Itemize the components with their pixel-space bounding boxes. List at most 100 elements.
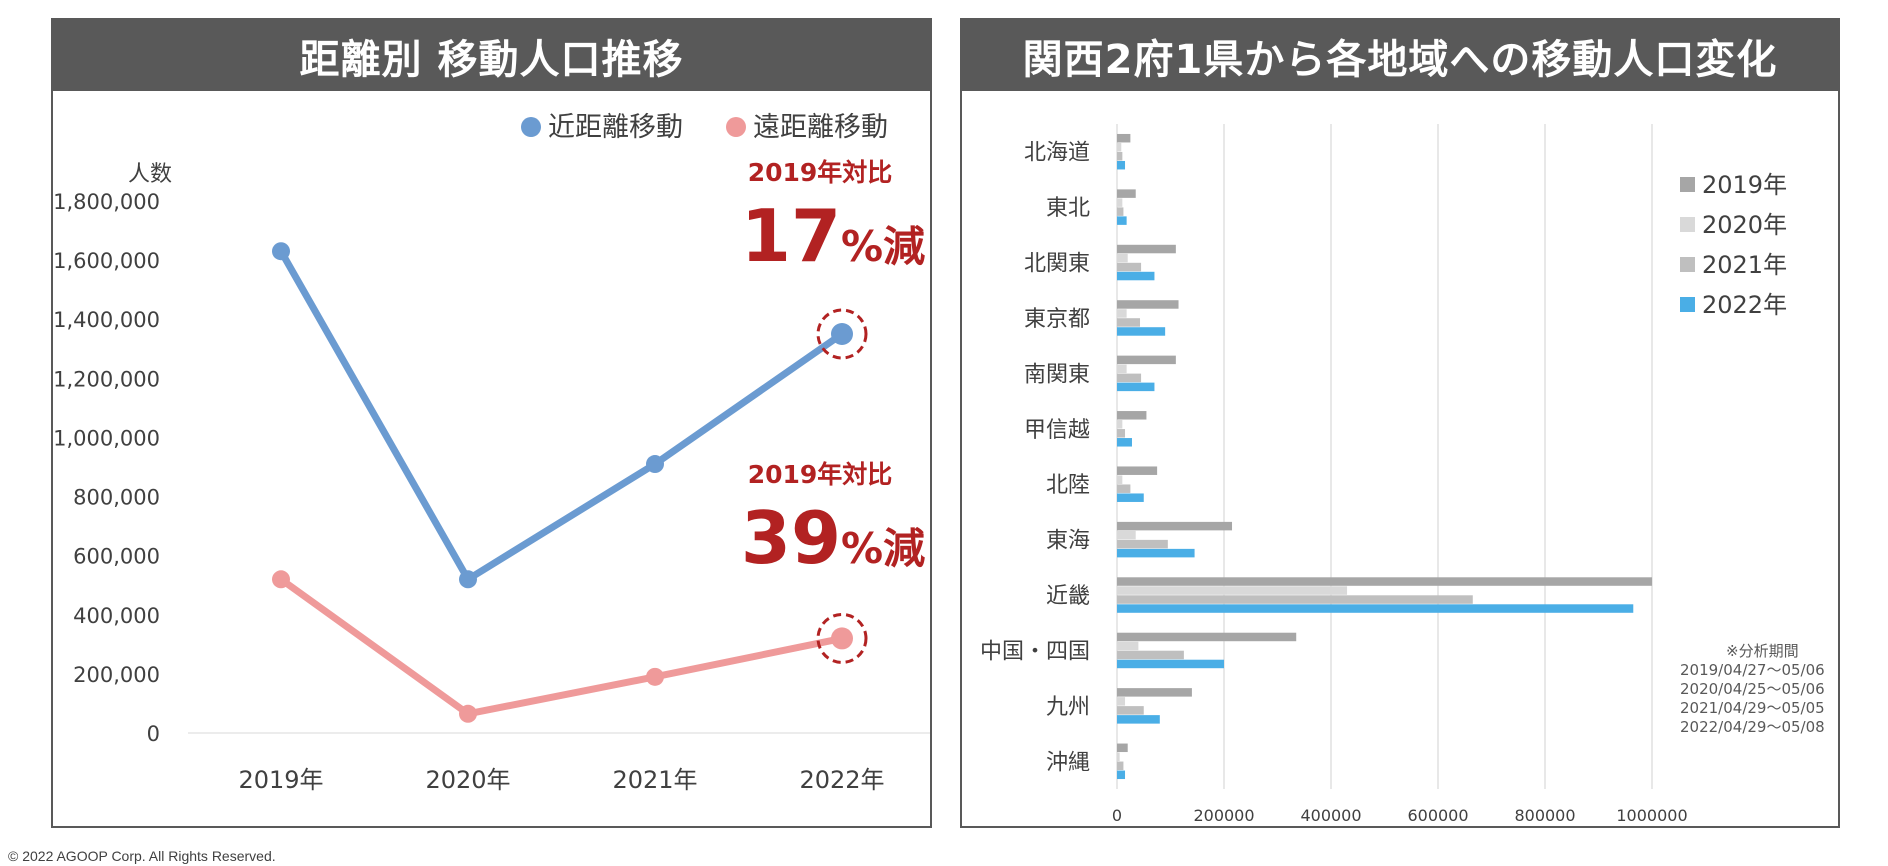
bar-2020年 <box>1117 530 1136 540</box>
bar-2019年 <box>1117 355 1176 365</box>
annotation-label: 2019年対比 <box>748 158 893 187</box>
legend-label: 2021年 <box>1702 251 1787 279</box>
x-tick-label: 400000 <box>1300 806 1361 825</box>
copyright-text: © 2022 AGOOP Corp. All Rights Reserved. <box>8 848 276 864</box>
annotation-label: 2019年対比 <box>748 460 893 489</box>
x-tick-label: 2020年 <box>425 766 510 794</box>
line-chart-title: 距離別 移動人口推移 <box>53 20 930 91</box>
bar-2020年 <box>1117 142 1122 152</box>
annotation-suffix: %減 <box>841 222 925 271</box>
category-label: 北陸 <box>1046 473 1090 498</box>
x-tick-label: 800000 <box>1514 806 1575 825</box>
bar-2020年 <box>1117 586 1348 595</box>
y-tick-label: 1,400,000 <box>53 308 160 332</box>
highlight-circle <box>816 308 868 360</box>
series-line-near <box>277 247 846 583</box>
bar-2020年 <box>1117 364 1127 374</box>
annotation-percent: 39 <box>741 496 841 580</box>
bar-2022年 <box>1117 271 1155 281</box>
annotation-value: 39%減 <box>741 496 925 580</box>
bar-2019年 <box>1117 632 1297 642</box>
bar-2020年 <box>1117 253 1128 263</box>
highlight-circle <box>816 612 868 664</box>
bar-2020年 <box>1117 198 1123 207</box>
category-label: 甲信越 <box>1024 418 1090 443</box>
bar-2020年 <box>1117 752 1120 762</box>
category-label: 中国・四国 <box>980 639 1090 664</box>
category-label: 南関東 <box>1024 362 1090 387</box>
bar-2022年 <box>1117 438 1132 447</box>
bar-2021年 <box>1117 262 1142 272</box>
x-tick-label: 1000000 <box>1616 806 1687 825</box>
legend-label: 2022年 <box>1702 291 1787 319</box>
legend-swatch <box>1680 297 1695 312</box>
bar-2019年 <box>1117 244 1176 254</box>
category-label: 北海道 <box>1024 141 1090 166</box>
analysis-period-line: 2020/04/25～05/06 <box>1680 680 1825 698</box>
line-chart-panel: 距離別 移動人口推移 人数 0 200,000 400,000 600,000 800,0… <box>51 18 932 828</box>
bar-2021年 <box>1117 207 1124 216</box>
category-label: 東京都 <box>1024 307 1090 332</box>
bar-2020年 <box>1117 475 1123 484</box>
bar-2020年 <box>1117 309 1127 318</box>
x-tick-label: 2022年 <box>799 766 884 794</box>
x-tick-label: 2021年 <box>612 766 697 794</box>
data-point-near <box>459 570 477 589</box>
y-tick-label: 1,600,000 <box>53 249 160 273</box>
bar-2020年 <box>1117 420 1123 429</box>
y-tick-label: 1,200,000 <box>53 367 160 391</box>
data-point-far <box>459 704 477 723</box>
bar-2022年 <box>1117 493 1144 502</box>
data-point-far <box>831 627 853 650</box>
legend-label-far: 遠距離移動 <box>753 112 888 143</box>
category-label: 東北 <box>1046 196 1090 221</box>
x-tick-label: 200000 <box>1193 806 1254 825</box>
bar-chart-panel: 関西2府1県から各地域への移動人口変化 0 200000 400000 600000 8… <box>960 18 1840 828</box>
annotation-suffix: %減 <box>841 524 925 573</box>
bar-2019年 <box>1117 521 1233 531</box>
bar-2022年 <box>1117 160 1126 170</box>
series-line-far <box>277 575 846 718</box>
bar-2021年 <box>1117 539 1168 549</box>
legend-marker-far <box>726 117 746 137</box>
y-tick-label: 0 <box>147 722 160 746</box>
annotation-percent: 17 <box>741 194 841 278</box>
legend-label-near: 近距離移動 <box>548 112 683 143</box>
bar-2021年 <box>1117 595 1473 604</box>
bar-2021年 <box>1117 484 1131 493</box>
bar-2020年 <box>1117 697 1126 706</box>
legend-label: 2019年 <box>1702 171 1787 199</box>
annotation-value: 17%減 <box>741 194 925 278</box>
bar-2022年 <box>1117 770 1126 780</box>
category-label: 沖縄 <box>1046 750 1090 775</box>
bar-2022年 <box>1117 216 1127 225</box>
legend-marker-near <box>521 117 541 137</box>
bar-2019年 <box>1117 688 1192 697</box>
analysis-period-title: ※分析期間 <box>1726 642 1799 660</box>
analysis-period-line: 2021/04/29～05/05 <box>1680 699 1825 717</box>
legend-swatch <box>1680 257 1695 272</box>
bar-2019年 <box>1117 300 1179 309</box>
analysis-period-line: 2022/04/29～05/08 <box>1680 718 1825 736</box>
bar-2021年 <box>1117 429 1126 438</box>
y-axis-label: 人数 <box>128 162 172 187</box>
y-tick-label: 1,000,000 <box>53 426 160 450</box>
data-point-near <box>272 242 290 261</box>
data-point-far <box>646 667 664 686</box>
bar-2022年 <box>1117 715 1160 724</box>
analysis-period-line: 2019/04/27～05/06 <box>1680 661 1825 679</box>
x-tick-label: 600000 <box>1407 806 1468 825</box>
bar-2021年 <box>1117 650 1184 660</box>
y-tick-label: 200,000 <box>73 663 160 687</box>
category-label: 北関東 <box>1024 252 1090 277</box>
bar-2021年 <box>1117 761 1124 771</box>
bar-2021年 <box>1117 706 1144 715</box>
bar-2021年 <box>1117 151 1123 161</box>
x-tick-label: 2019年 <box>238 766 323 794</box>
x-tick-label: 0 <box>1112 806 1122 825</box>
category-label: 東海 <box>1046 529 1090 554</box>
bar-2022年 <box>1117 604 1634 613</box>
bar-2019年 <box>1117 411 1147 420</box>
bar-2022年 <box>1117 659 1224 669</box>
bar-chart: 0 200000 400000 600000 800000 1000000 北海道東北北関東… <box>980 124 1825 825</box>
